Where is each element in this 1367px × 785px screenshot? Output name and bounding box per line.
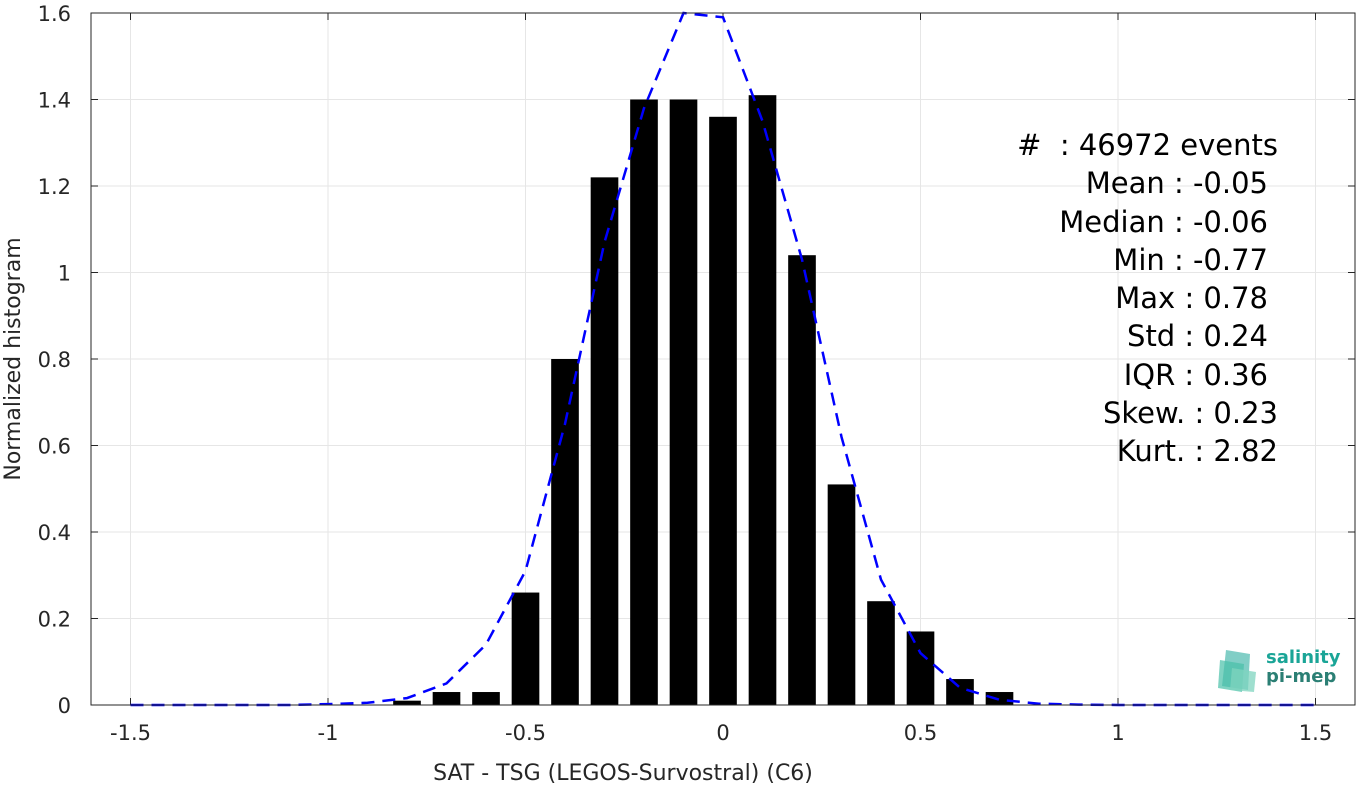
axes-box xyxy=(90,12,1356,706)
stat-max: Max : 0.78 xyxy=(1115,281,1268,316)
stat-median: Median : -0.06 xyxy=(1059,204,1268,239)
y-tick-label: 0 xyxy=(58,694,71,718)
y-tick-label: 1.4 xyxy=(38,89,71,113)
histogram-bar xyxy=(432,692,461,705)
y-tick-label: 1.6 xyxy=(38,2,71,26)
histogram-bar xyxy=(551,359,579,705)
histogram-bars xyxy=(393,95,1014,706)
salinity-logo-icon xyxy=(1218,650,1256,692)
logo-line-salinity: salinity xyxy=(1266,647,1341,668)
stat-kurt: Kurt. : 2.82 xyxy=(1116,434,1278,469)
x-tick-label: 0 xyxy=(716,721,729,745)
histogram-bar xyxy=(393,700,421,705)
y-tick-labels: 0 0.2 0.4 0.6 0.8 1 1.2 1.4 1.6 xyxy=(38,2,71,718)
statistics-annotation: # : 46972 events Mean : -0.05 Median : -… xyxy=(960,126,1290,471)
histogram-bar xyxy=(985,692,1014,705)
logo-line-pimep: pi-mep xyxy=(1266,666,1337,687)
histogram-bar xyxy=(748,95,777,706)
logo-text: salinity pi-mep xyxy=(1266,648,1341,686)
histogram-bar xyxy=(709,116,737,706)
stat-mean: Mean : -0.05 xyxy=(1085,166,1268,201)
stat-min: Min : -0.77 xyxy=(1113,242,1268,277)
stat-events: # : 46972 events xyxy=(1017,128,1278,162)
histogram-bar xyxy=(788,255,816,705)
histogram-bar xyxy=(827,484,856,705)
x-tick-label: -1 xyxy=(318,721,339,745)
x-tick-label: -0.5 xyxy=(505,721,546,745)
histogram-bar xyxy=(590,177,619,706)
x-tick-label: 1 xyxy=(1111,721,1124,745)
stat-skew: Skew. : 0.23 xyxy=(1102,396,1278,431)
histogram-bar xyxy=(906,631,935,705)
histogram-bar xyxy=(946,679,974,705)
y-tick-label: 1 xyxy=(58,262,71,286)
histogram-bar xyxy=(472,692,500,705)
y-axis-label: Normalized histogram xyxy=(1,237,26,480)
y-tick-label: 0.4 xyxy=(38,521,71,545)
histogram-bar xyxy=(630,99,658,705)
histogram-bar xyxy=(511,592,540,705)
stat-iqr: IQR : 0.36 xyxy=(1123,357,1268,392)
histogram-bar xyxy=(867,601,895,705)
x-tick-label: -1.5 xyxy=(110,721,151,745)
x-tick-label: 1.5 xyxy=(1299,721,1332,745)
stat-std: Std : 0.24 xyxy=(1127,319,1268,354)
y-tick-label: 1.2 xyxy=(38,175,71,199)
histogram-bar xyxy=(669,99,698,705)
x-tick-labels: -1.5 -1 -0.5 0 0.5 1 1.5 xyxy=(110,721,1332,745)
x-tick-label: 0.5 xyxy=(904,721,937,745)
x-axis-label: SAT - TSG (LEGOS-Survostral) (C6) xyxy=(433,761,813,785)
y-tick-label: 0.8 xyxy=(38,348,71,372)
y-tick-label: 0.6 xyxy=(38,435,71,459)
y-tick-label: 0.2 xyxy=(38,608,71,632)
salinity-pi-mep-logo: salinity pi-mep xyxy=(1216,646,1346,694)
